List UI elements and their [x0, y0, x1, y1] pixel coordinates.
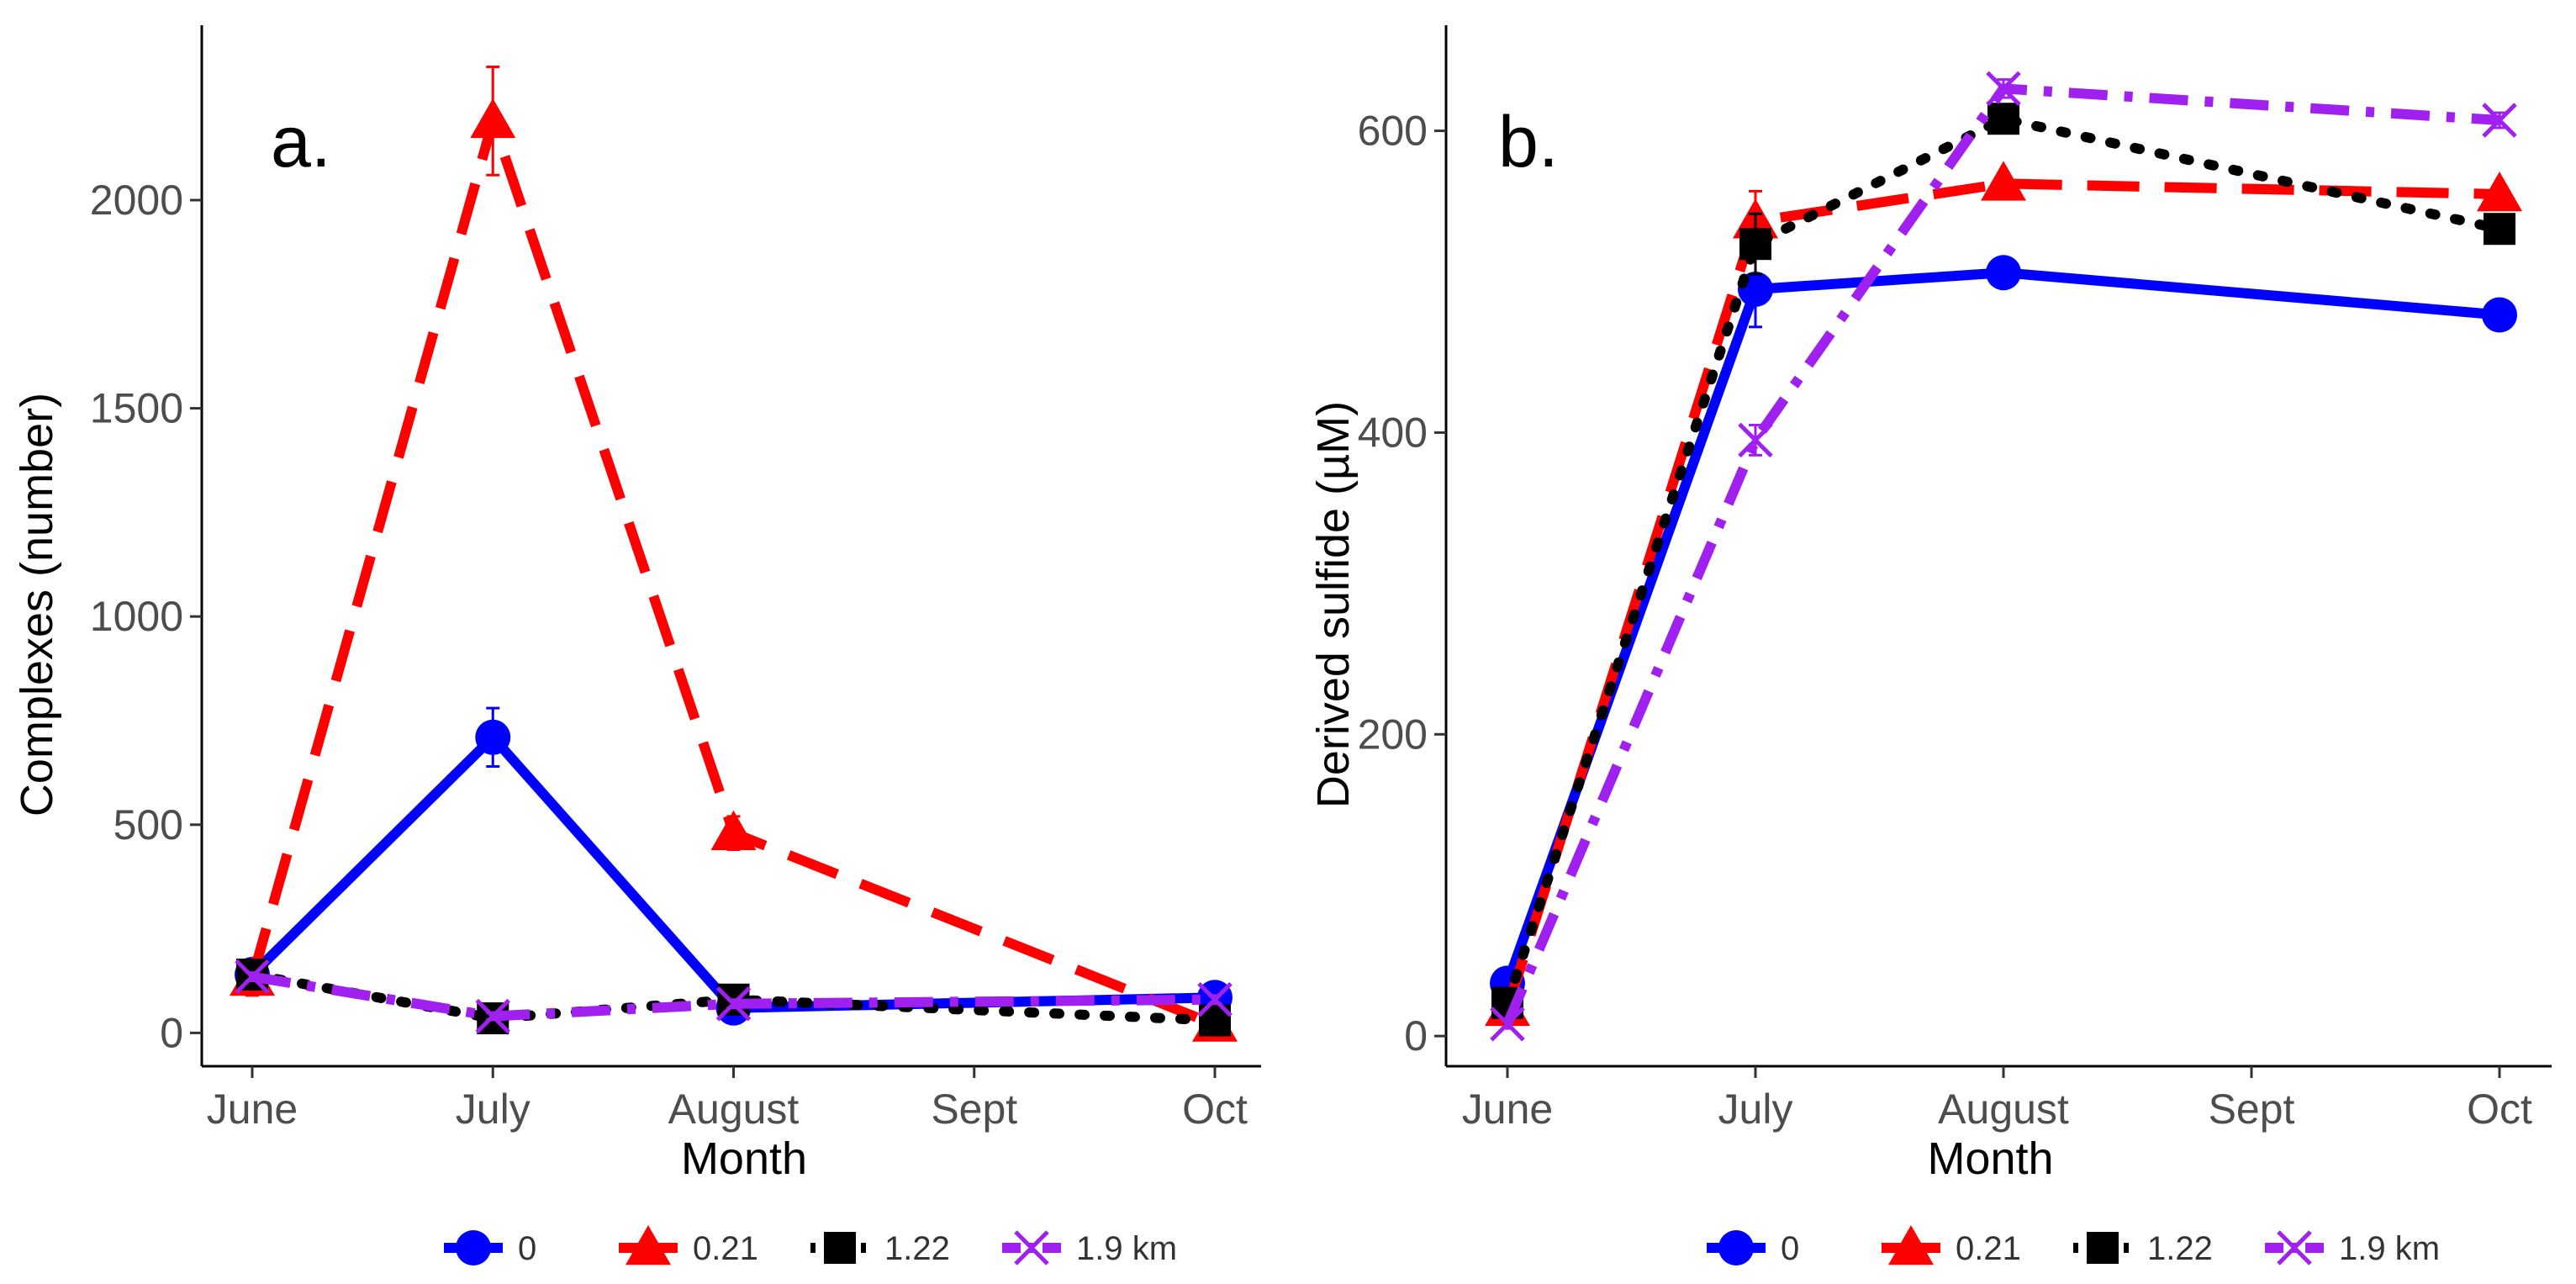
panel-b-y-tick-label: 600: [1358, 108, 1428, 155]
panel-a-series-0-21: [230, 66, 1238, 1042]
panel-b-x-tick-label: Sept: [2209, 1086, 2295, 1133]
legend-b-label: 0: [1781, 1230, 1799, 1267]
legend-a-label: 0: [518, 1230, 536, 1267]
panel-b-y-tick-label: 400: [1358, 409, 1428, 456]
panel-b-series-1-9-km-point-1: [1738, 422, 1773, 458]
panel-a-x-tick-label: June: [207, 1086, 298, 1133]
legend-b-key-point-3: [2277, 1230, 2312, 1266]
panel-a-series-0-21-point-2: [710, 810, 757, 850]
legend-b-key-point-1: [1888, 1225, 1934, 1266]
panel-b-series-1-9-km-point-0: [1490, 1006, 1525, 1042]
legend-b-item: 1.9 km: [2265, 1230, 2440, 1267]
legend-b-item: 0: [1707, 1230, 1799, 1267]
panel-a-series-0-21-point-1: [470, 98, 516, 139]
panel-b-series-1-22-line: [1502, 114, 2505, 1008]
panel-b-x-axis-title: Month: [1927, 1133, 2053, 1184]
legend-b-key-point-0: [1718, 1230, 1754, 1266]
panel-a-y-tick-label: 500: [113, 801, 183, 848]
panel-a-series-1-9-km-point-3: [1197, 982, 1233, 1017]
legend-a-key-point-2: [824, 1232, 856, 1264]
panel-b-series-1-22: [1491, 103, 2515, 1019]
legend-b-label: 0.21: [1956, 1230, 2021, 1267]
panel-b-series-1-9-km-point-2: [1986, 71, 2021, 107]
panel-b-series-0-point-3: [2482, 297, 2517, 333]
legend-a-label: 1.9 km: [1076, 1230, 1177, 1267]
panel-a-series-0: [235, 706, 1233, 1026]
panel-a-y-tick-label: 1500: [90, 385, 183, 432]
legend-b-label: 1.9 km: [2339, 1230, 2440, 1267]
panel-b-y-axis-title: Derived sulfide (µM): [1308, 401, 1359, 808]
panel-a-series-1-9-km-point-0: [235, 959, 270, 995]
legend-b-label: 1.22: [2147, 1230, 2213, 1267]
legend-a-label: 0.21: [693, 1230, 758, 1267]
panel-b-series-1-9-km: [1490, 71, 2517, 1042]
panel-a-x-tick-label: Sept: [931, 1086, 1017, 1133]
panel-a-y-tick-label: 0: [160, 1009, 183, 1056]
panel-a-x-tick-label: August: [668, 1086, 800, 1133]
panel-b-tag: b.: [1498, 102, 1559, 182]
panel-a-x-axis-title: Month: [681, 1133, 807, 1184]
legend-a-key-point-1: [626, 1225, 671, 1266]
panel-b-series-1-22-point-3: [2484, 213, 2515, 246]
panel-a-series-1-9-km-point-2: [715, 985, 752, 1022]
panel-b-series-1-9-km-line: [1502, 83, 2500, 1027]
panel-b-series-0-21-point-3: [2477, 171, 2522, 212]
panel-a-y-axis-title: Complexes (number): [12, 393, 62, 816]
panel-b-series-1-9-km-point-3: [2482, 103, 2517, 138]
legend-panel-a: 0 0.21 1.22 1.9 km: [444, 1225, 1177, 1267]
legend-panel-b: 0 0.21 1.22 1.9 km: [1707, 1225, 2440, 1267]
panel-b-x-tick-label: Oct: [2467, 1086, 2532, 1133]
legend-a-item: 0: [444, 1230, 536, 1267]
panel-a-series-0-21-line: [247, 115, 1217, 1030]
panel-b-series-0: [1490, 250, 2517, 1001]
panel-b-series-0-line: [1502, 267, 2500, 985]
panel-a-y-tick-label: 1000: [90, 593, 183, 640]
panel-a-chart: 0 500 1000 1500 2000 June July August Sept Oct Mon…: [12, 25, 1261, 1184]
panel-b-series-1-22-point-2: [1987, 103, 2019, 135]
panel-b-y-tick-label: 0: [1404, 1012, 1428, 1059]
panel-b-y-tick-label: 200: [1358, 711, 1428, 758]
panel-a-series-0-point-1: [475, 719, 511, 755]
legend-a-item: 1.9 km: [1002, 1230, 1177, 1267]
panel-a-x-tick-label: July: [456, 1086, 531, 1133]
panel-b-x-tick-label: June: [1462, 1086, 1553, 1133]
panel-a-y-tick-label: 2000: [90, 177, 183, 224]
legend-a-item: 0.21: [619, 1225, 758, 1267]
legend-a-key-point-0: [456, 1230, 491, 1266]
panel-b-series-0-21-point-2: [1981, 161, 2026, 201]
legend-a-label: 1.22: [884, 1230, 950, 1267]
panel-a-series-0-line: [248, 732, 1216, 1013]
panel-a-x-tick-label: Oct: [1182, 1086, 1248, 1133]
legend-b-item: 0.21: [1882, 1225, 2021, 1267]
panel-a-series-1-9-km: [235, 959, 1233, 1034]
panel-b-series-0-point-2: [1986, 255, 2021, 291]
legend-b-key-point-2: [2087, 1232, 2119, 1264]
legend-a-item: 1.22: [810, 1230, 950, 1267]
legend-b-item: 1.22: [2073, 1230, 2213, 1267]
panel-a-series-1-9-km-point-1: [475, 998, 511, 1034]
panel-a-tag: a.: [271, 102, 331, 182]
panel-b-x-tick-label: July: [1718, 1086, 1793, 1133]
panel-b-x-tick-label: August: [1938, 1086, 2069, 1133]
panel-b-series-1-22-point-1: [1739, 228, 1771, 261]
panel-a-series-1-22-line: [247, 970, 1220, 1026]
panel-b-chart: 0 200 400 600 June July August Sept Oct Month Deri…: [1308, 25, 2552, 1184]
legend-a-key-point-3: [1014, 1230, 1049, 1266]
panel-b-series-0-21-line: [1502, 178, 2500, 1011]
